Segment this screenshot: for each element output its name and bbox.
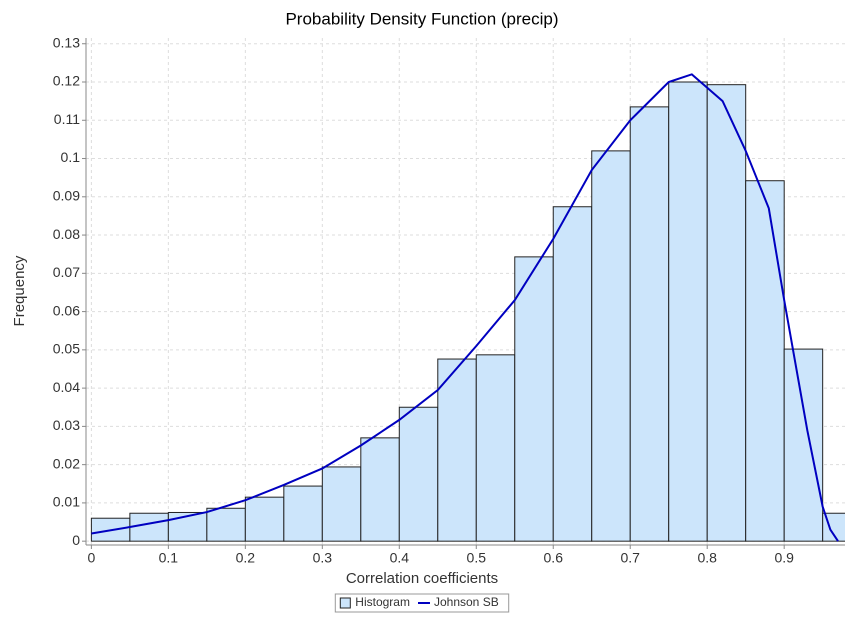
histogram-bar (283, 485, 323, 542)
y-tick-label: 0.07 (53, 264, 80, 280)
y-tick-label: 0.13 (53, 34, 80, 50)
histogram-bar (437, 358, 477, 542)
histogram-bar (514, 256, 554, 542)
chart-title: Probability Density Function (precip) (285, 9, 558, 28)
histogram-bar (706, 84, 747, 542)
axes: 0 0.01 0.02 0.03 0.04 0.05 0.06 0.07 0.08 0.09 0.1… (53, 34, 845, 566)
histogram-bar (244, 496, 285, 542)
x-tick-label: 0.7 (620, 550, 640, 566)
histogram-bar (552, 206, 593, 542)
histogram-bar (360, 437, 400, 542)
y-tick-label: 0.1 (61, 149, 81, 165)
y-tick-label: 0.01 (53, 494, 80, 510)
legend-label: Histogram (355, 595, 410, 609)
histogram-bar (321, 466, 362, 542)
x-tick-label: 0.6 (544, 550, 564, 566)
histogram-bar (629, 106, 670, 542)
density-curve (91, 73, 839, 542)
y-tick-label: 0.06 (53, 302, 80, 318)
y-tick-label: 0.08 (53, 226, 80, 242)
histogram-bar (398, 406, 439, 542)
legend-swatch (339, 597, 351, 609)
y-tick-label: 0.12 (53, 73, 80, 89)
y-tick-label: 0.02 (53, 455, 80, 471)
x-tick-label: 0.8 (697, 550, 717, 566)
x-tick-label: 0.3 (313, 550, 333, 566)
y-tick-label: 0.03 (53, 417, 80, 433)
x-tick-label: 0.5 (467, 550, 487, 566)
y-axis-label: Frequency (11, 255, 28, 326)
legend-label: Johnson SB (434, 595, 499, 609)
histogram-bar (591, 150, 631, 542)
x-tick-label: 0.1 (159, 550, 179, 566)
x-axis-label: Correlation coefficients (346, 570, 498, 587)
legend: Histogram Johnson SB (334, 593, 510, 613)
x-tick-label: 0 (87, 550, 95, 566)
x-tick-label: 0.2 (236, 550, 256, 566)
histogram-bar (822, 512, 845, 542)
histogram-bar (783, 348, 824, 542)
histogram-bar (129, 512, 169, 542)
histogram-bar (668, 81, 708, 542)
histogram-bar (745, 180, 785, 542)
y-tick-label: 0.05 (53, 341, 80, 357)
y-tick-label: 0 (72, 532, 80, 548)
y-tick-label: 0.04 (53, 379, 80, 395)
y-tick-label: 0.11 (54, 111, 80, 127)
histogram-bar (475, 354, 516, 542)
y-tick-label: 0.09 (53, 187, 80, 203)
x-tick-label: 0.9 (774, 550, 794, 566)
histogram-bar (206, 507, 246, 542)
plot-area (90, 73, 845, 542)
x-tick-label: 0.4 (390, 550, 410, 566)
